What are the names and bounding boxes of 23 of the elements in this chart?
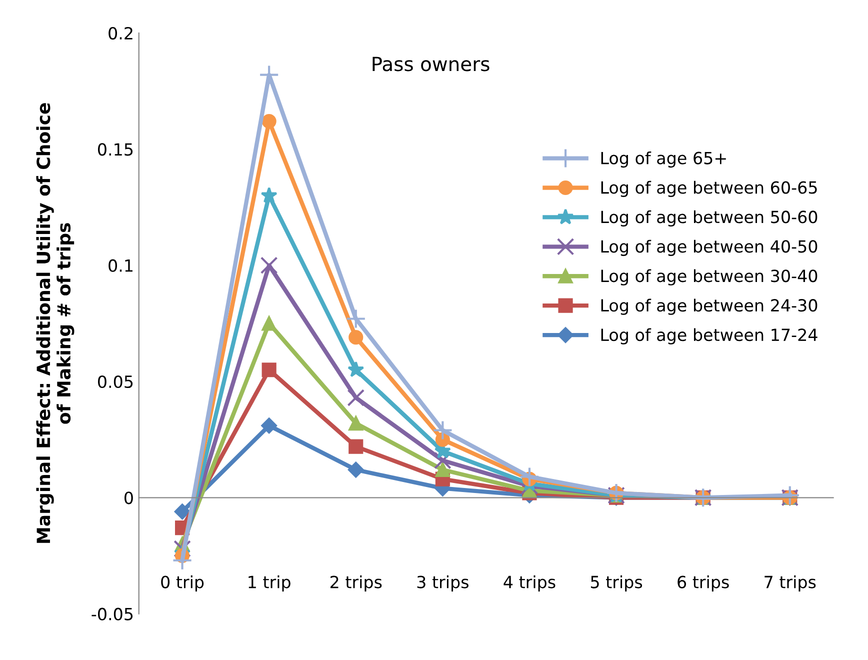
x-tick-label: 1 trip [248, 575, 290, 592]
text: Pass owners [372, 56, 490, 72]
legend-label: Log of age 65+ [601, 151, 726, 168]
legend-label: Log of age between 17-24 [601, 328, 818, 344]
y-tick-label: 0.2 [108, 26, 132, 40]
legend-label: Log of age between 40-50 [601, 240, 818, 256]
y-tick-label: 0 [124, 492, 133, 504]
legend-label: Log of age between 30-40 [601, 269, 818, 286]
x-tick-label: 4 trips [504, 575, 556, 592]
x-tick-label: 7 trips [764, 575, 816, 592]
legend-label: Log of age between 50-60 [601, 210, 818, 226]
y-axis-title: Marginal Effect: Additional Utility of Choice of Making # of trips [36, 103, 74, 543]
y-tick-label: 0.05 [98, 375, 133, 388]
legend-label: Log of age between 60-65 [601, 180, 817, 198]
x-tick-label: 5 trips [590, 575, 642, 592]
x-tick-label: 3 trips [417, 575, 468, 592]
y-tick-label: 0.15 [98, 143, 133, 156]
y-tick-label: -0.05 [92, 608, 133, 620]
legend-label: Log of age between 24-30 [601, 298, 818, 315]
x-tick-label: 2 trips [330, 575, 382, 592]
y-tick-label: 0.1 [108, 259, 132, 272]
x-tick-label: 0 trip [161, 575, 204, 592]
x-tick-label: 6 trips [678, 575, 729, 592]
